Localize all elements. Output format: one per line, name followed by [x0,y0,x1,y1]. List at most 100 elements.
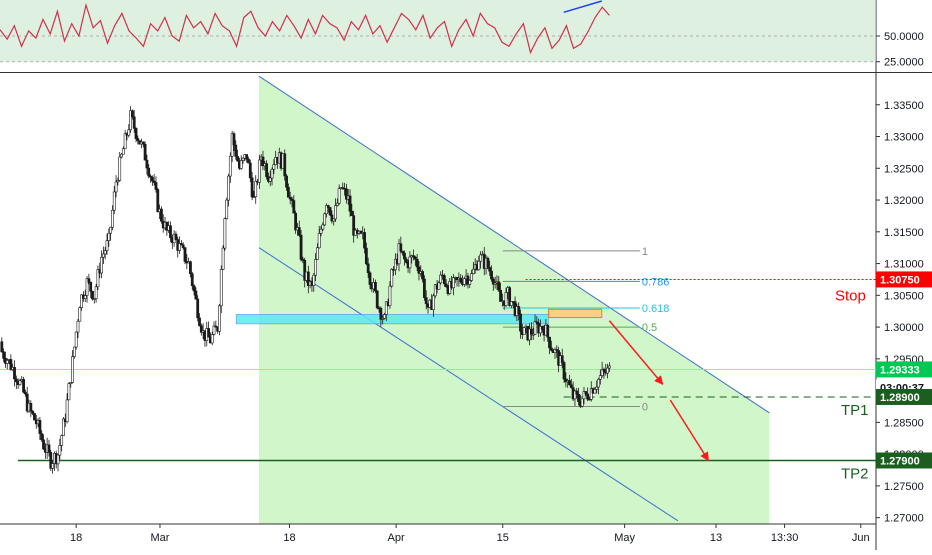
candle-body [250,177,254,198]
candle-body [553,349,557,353]
candle-body [491,278,495,285]
candle-body [145,159,149,169]
candle-body [364,247,368,265]
candle-body [154,182,158,190]
candle-body [375,290,379,309]
candle-body [239,160,243,169]
candle-body [100,256,103,274]
candle-body [388,285,392,306]
candle-body [265,163,269,177]
price-pane: 1 0.786 0.618 0.5 0 [0,75,876,524]
candle-body [214,325,218,328]
candle-body [294,212,298,231]
candle-body [127,129,131,136]
candle-body [586,393,590,400]
candle-body [116,180,120,183]
candle-body [181,244,185,248]
candle-body [190,273,194,287]
candle-body [14,378,18,383]
entry-zone [547,308,603,319]
candle-body [94,286,98,299]
candle-body [568,380,571,386]
candle-body [80,294,84,308]
candle-body [607,365,611,369]
candle-body [415,258,419,268]
channel-upper-line [258,75,770,414]
candle-body [85,278,89,296]
price-tick-label: 1.28500 [884,417,924,429]
candle-body [584,391,588,395]
channel-lower-line [258,247,679,522]
candle-body [0,341,4,353]
candle-body [130,110,134,118]
candle-body [60,435,64,446]
candle-body [227,175,230,201]
candle-body [49,452,53,469]
candle-body [192,285,196,292]
candle-body [101,253,105,258]
candle-body [452,277,455,289]
candle-body [403,252,406,260]
candle-body [87,278,91,283]
candle-body [442,275,446,285]
candle-body [399,243,403,252]
price-tick-label: 1.30500 [884,290,924,302]
candle-body [67,383,71,401]
candle-body [299,234,303,260]
candle-body [390,269,394,287]
candle-body [42,439,45,450]
candle-body [248,162,252,179]
candle-body [174,233,178,240]
candle-body [560,355,564,363]
tp1-price-tag-bg [876,388,932,405]
candle-body [381,318,385,320]
candle-body [555,349,559,351]
divergence-line [563,0,602,14]
candle-body [223,218,227,249]
candle-body [432,295,435,310]
candle-body [13,367,16,380]
candle-body [183,247,187,262]
candle-body [56,454,60,465]
candle-body [337,188,341,204]
tp1-price-tag-text: 1.28900 [880,392,920,404]
candle-body [121,148,125,155]
candle-body [225,199,229,219]
tp2-label: TP2 [841,465,869,482]
candle-body [393,258,397,271]
time-tick-label: 18 [70,532,82,544]
candle-body [141,141,145,145]
candle-body [383,314,386,319]
candle-body [522,327,526,335]
fib-label-0.618: 0.618 [642,303,670,315]
candle-body [254,180,258,198]
candle-body [363,232,366,249]
candle-body [83,295,87,299]
candle-body [404,258,408,263]
candle-body [433,284,437,297]
time-tick-label: Apr [388,532,405,544]
candle-body [285,175,288,188]
price-tick-label: 1.31000 [884,259,924,271]
candle-body [149,175,152,178]
candle-body [23,391,27,395]
candle-body [439,274,443,284]
candle-body [468,280,472,285]
candle-body [178,243,181,251]
candle-body [497,281,501,291]
candle-body [236,156,239,162]
candle-body [325,205,328,215]
oscillator-band [0,0,876,62]
candle-body [268,177,272,182]
candle-body [437,282,441,290]
candle-body [412,255,415,258]
candle-body [471,268,475,274]
candle-body [488,267,492,272]
candle-body [51,463,54,469]
candle-body [573,390,577,400]
tp1-label: TP1 [841,402,869,419]
candle-body [212,325,216,335]
candle-body [252,196,256,199]
